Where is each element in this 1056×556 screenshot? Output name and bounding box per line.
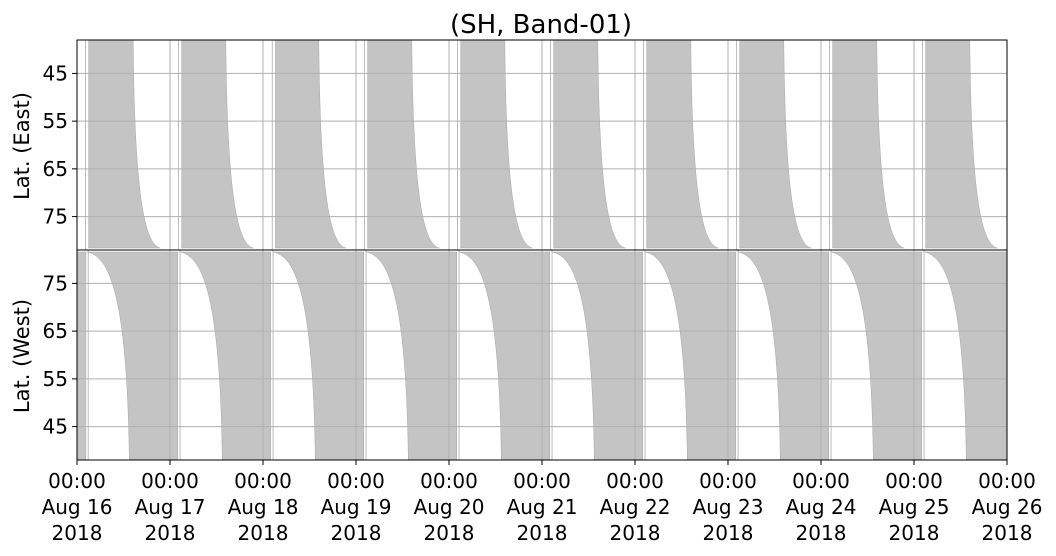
xtick-label-6-line-2: Aug 21	[507, 495, 578, 519]
data-band-east-3	[275, 39, 346, 249]
ytick-label-west-3: 55	[43, 367, 68, 391]
xtick-label-6-line-1: 00:00	[513, 469, 571, 493]
xtick-label-5-line-1: 00:00	[420, 469, 478, 493]
xtick-label-11-line-1: 00:00	[978, 469, 1036, 493]
ytick-label-west-4: 45	[43, 415, 68, 439]
xtick-label-4-line-2: Aug 19	[321, 495, 392, 519]
xtick-label-1-line-1: 00:00	[48, 469, 106, 493]
xtick-label-1-line-3: 2018	[52, 521, 103, 545]
ytick-label-east-3: 65	[43, 157, 68, 181]
data-band-east-8	[739, 39, 812, 249]
panel-west: Lat. (West) 75 65 55 45	[10, 249, 1008, 461]
xtick-label-2-line-1: 00:00	[141, 469, 199, 493]
data-band-west-10	[830, 251, 922, 461]
data-band-east-7	[646, 39, 719, 249]
data-band-west-11	[923, 251, 1008, 461]
ytick-label-east-4: 75	[43, 205, 68, 229]
ylabel-east: Lat. (East)	[10, 92, 34, 200]
xtick-label-6-line-3: 2018	[517, 521, 568, 545]
data-band-east-2	[181, 39, 254, 249]
xtick-label-3-line-1: 00:00	[234, 469, 292, 493]
panel-east: Lat. (East) 45 55 65 75	[10, 39, 1008, 251]
xtick-label-11-line-3: 2018	[982, 521, 1033, 545]
data-band-east-9	[832, 39, 905, 249]
xtick-label-8-line-1: 00:00	[699, 469, 757, 493]
xtick-label-11-line-2: Aug 26	[972, 495, 1043, 519]
chart-title: (SH, Band-01)	[450, 10, 632, 40]
data-band-east-1	[88, 39, 161, 249]
xtick-label-7-line-1: 00:00	[606, 469, 664, 493]
data-band-west-4	[272, 251, 364, 461]
xtick-label-10-line-2: Aug 25	[879, 495, 950, 519]
data-band-west-3	[179, 251, 271, 461]
xtick-label-8-line-2: Aug 23	[693, 495, 764, 519]
data-band-west-6	[458, 251, 550, 461]
xtick-label-3-line-2: Aug 18	[228, 495, 299, 519]
xtick-label-2-line-2: Aug 17	[135, 495, 206, 519]
ytick-label-west-2: 65	[43, 319, 68, 343]
data-band-east-10	[925, 39, 998, 249]
xtick-label-5-line-3: 2018	[424, 521, 475, 545]
data-band-west-5	[365, 251, 457, 461]
xtick-label-9-line-2: Aug 24	[786, 495, 857, 519]
data-band-east-6	[553, 39, 626, 249]
ytick-label-east-2: 55	[43, 109, 68, 133]
xtick-label-4-line-3: 2018	[331, 521, 382, 545]
xtick-label-7-line-2: Aug 22	[600, 495, 671, 519]
xtick-label-3-line-3: 2018	[238, 521, 289, 545]
xtick-label-9-line-1: 00:00	[792, 469, 850, 493]
xtick-label-5-line-2: Aug 20	[414, 495, 485, 519]
ylabel-west: Lat. (West)	[10, 299, 34, 413]
data-band-west-9	[737, 251, 829, 461]
data-band-west-2	[86, 251, 178, 461]
xtick-label-10-line-3: 2018	[889, 521, 940, 545]
ytick-label-east-1: 45	[43, 61, 68, 85]
xtick-label-10-line-1: 00:00	[885, 469, 943, 493]
data-band-east-5	[460, 39, 533, 249]
data-band-west-8	[644, 251, 736, 461]
data-band-east-4	[367, 39, 440, 249]
xtick-label-1-line-2: Aug 16	[42, 495, 113, 519]
ytick-label-west-1: 75	[43, 271, 68, 295]
data-band-west-7	[551, 251, 643, 461]
xtick-label-7-line-3: 2018	[610, 521, 661, 545]
xtick-label-8-line-3: 2018	[703, 521, 754, 545]
xtick-label-4-line-1: 00:00	[327, 469, 385, 493]
xtick-label-2-line-3: 2018	[145, 521, 196, 545]
xtick-label-9-line-3: 2018	[796, 521, 847, 545]
